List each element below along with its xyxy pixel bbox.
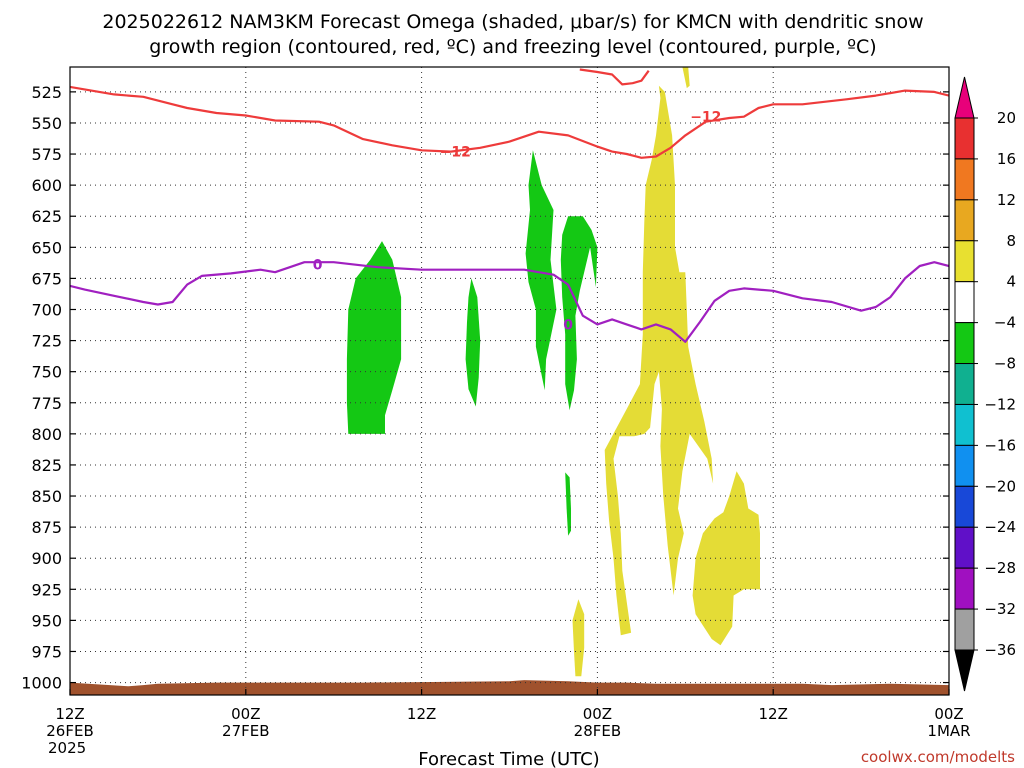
- y-tick-label: 550: [31, 114, 62, 133]
- y-tick-label: 875: [31, 518, 62, 537]
- plot-frame: [69, 66, 950, 696]
- chart-title-line1: 2025022612 NAM3KM Forecast Omega (shaded…: [102, 11, 923, 33]
- credit-text: coolwx.com/modelts: [861, 748, 1015, 766]
- colorbar-label: 16: [997, 150, 1016, 168]
- omega-region-6: [682, 67, 690, 89]
- x-axis-label: Forecast Time (UTC): [418, 749, 599, 768]
- omega-shading: [346, 67, 760, 677]
- x-tick-label: 28FEB: [574, 722, 621, 740]
- y-tick-label: 600: [31, 176, 62, 195]
- omega-region-0: [346, 241, 402, 434]
- colorbar-label: −20: [984, 477, 1016, 495]
- colorbar-band: [954, 608, 975, 651]
- y-tick-label: 775: [31, 394, 62, 413]
- colorbar-label: −16: [984, 436, 1016, 454]
- y-tick-label: 675: [31, 269, 62, 288]
- colorbar-bottom-arrow: [954, 649, 975, 692]
- contour-labels: −12 −12 0 0: [313, 110, 722, 334]
- contour--12-line-0: [70, 85, 949, 159]
- colorbar-band: [954, 363, 975, 405]
- omega-region-5: [604, 85, 714, 636]
- colorbar-label: −32: [984, 600, 1016, 618]
- colorbar-band: [954, 485, 975, 528]
- x-tick-label: 2025: [48, 739, 86, 757]
- colorbar-label: −12: [984, 395, 1016, 413]
- x-tick-label: 00Z: [231, 705, 260, 723]
- y-tick-label: 925: [31, 580, 62, 599]
- colorbar-label: −4: [994, 314, 1016, 332]
- colorbar-label: 4: [1006, 273, 1016, 291]
- y-tick-label: 950: [31, 611, 62, 630]
- y-tick-label: 625: [31, 207, 62, 226]
- colorbar-label: 12: [997, 191, 1016, 209]
- y-tick-label: 800: [31, 425, 62, 444]
- contour--12-label-1: −12: [690, 110, 721, 126]
- contour--12-line-1: [579, 68, 650, 86]
- colorbar-band: [954, 567, 975, 610]
- contour-0-line-0: [70, 261, 949, 343]
- colorbar-band: [954, 526, 975, 569]
- y-tick-label: 575: [31, 145, 62, 164]
- y-tick-label: 900: [31, 549, 62, 568]
- y-tick-label: 975: [31, 642, 62, 661]
- colorbar-label: −28: [984, 559, 1016, 577]
- contour-0-label-0: 0: [313, 258, 323, 274]
- colorbar-label: 8: [1006, 232, 1016, 250]
- y-tick-label: 725: [31, 332, 62, 351]
- colorbar-band: [954, 240, 975, 283]
- colorbar-band: [954, 322, 975, 365]
- contour--12-label-0: −12: [440, 145, 471, 161]
- colorbar-label: −24: [984, 518, 1016, 536]
- omega-region-3: [560, 216, 598, 411]
- omega-region-1: [465, 278, 481, 407]
- colorbar-band: [954, 158, 975, 201]
- y-axis: 525 550 575 600 625 650 675 700 725 750 775 800 825 8…: [21, 83, 949, 693]
- x-tick-label: 12Z: [407, 705, 436, 723]
- colorbar-label: 20: [997, 109, 1016, 127]
- colorbar-band: [954, 444, 975, 487]
- omega-region-4: [565, 472, 571, 536]
- colorbar-band: [954, 281, 975, 324]
- omega-region-7: [692, 471, 760, 646]
- x-tick-label: 00Z: [583, 705, 612, 723]
- ground-fill: [70, 680, 949, 695]
- y-tick-label: 650: [31, 238, 62, 257]
- plot-area: −12 −12 0 0: [69, 66, 950, 696]
- colorbar-band: [954, 403, 975, 446]
- chart-title-line2: growth region (contoured, red, ºC) and f…: [149, 36, 876, 58]
- y-tick-label: 1000: [21, 674, 62, 693]
- colorbar-label: −36: [984, 641, 1016, 659]
- x-tick-label: 00Z: [934, 705, 963, 723]
- x-tick-label: 12Z: [759, 705, 788, 723]
- colorbar-band: [954, 117, 975, 160]
- x-tick-label: 26FEB: [46, 722, 93, 740]
- contour-0-label-1: 0: [563, 317, 573, 333]
- colorbar-top-arrow: [954, 76, 975, 119]
- colorbar-label: −8: [994, 355, 1016, 373]
- colorbar: 20 16 12 8 4 −4 −8 −12 −16 −20 −24 −28 −32 −36: [954, 76, 1016, 692]
- ground-surface: [70, 680, 949, 695]
- x-tick-label: 1MAR: [927, 722, 970, 740]
- y-tick-label: 825: [31, 456, 62, 475]
- omega-region-8: [572, 599, 585, 677]
- colorbar-band: [954, 199, 975, 242]
- omega-region-2: [525, 150, 557, 391]
- x-tick-label: 27FEB: [222, 722, 269, 740]
- grid-lines: [70, 67, 949, 695]
- contour-lines: [70, 68, 949, 343]
- x-tick-label: 12Z: [55, 705, 84, 723]
- y-tick-label: 850: [31, 487, 62, 506]
- y-tick-label: 750: [31, 363, 62, 382]
- y-tick-label: 700: [31, 300, 62, 319]
- y-tick-label: 525: [31, 83, 62, 102]
